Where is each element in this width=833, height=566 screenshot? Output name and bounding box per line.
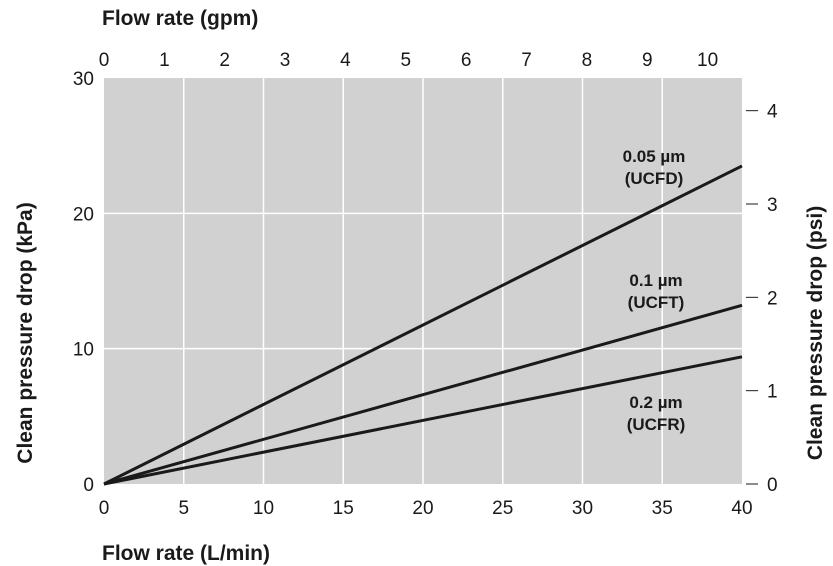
bottom-tick-label: 30 <box>572 498 593 519</box>
bottom-tick-label: 40 <box>731 498 752 519</box>
series-label-line1: 0.05 µm <box>623 147 686 166</box>
top-tick-label: 9 <box>642 50 653 71</box>
top-tick-label: 3 <box>280 50 291 71</box>
bottom-tick-label: 5 <box>178 498 189 519</box>
top-axis-title: Flow rate (gpm) <box>102 7 258 30</box>
left-axis-ticks: 0 10 20 30 <box>73 69 94 496</box>
bottom-tick-label: 0 <box>99 498 110 519</box>
bottom-tick-label: 10 <box>253 498 274 519</box>
series-label-line2: (UCFR) <box>627 415 686 434</box>
series-label-line2: (UCFT) <box>628 293 685 312</box>
right-tick-label: 4 <box>767 102 778 123</box>
top-tick-label: 1 <box>159 50 170 71</box>
top-tick-label: 5 <box>401 50 412 71</box>
series-line <box>103 303 743 486</box>
bottom-tick-label: 15 <box>333 498 354 519</box>
series-label-line1: 0.2 µm <box>629 393 682 412</box>
right-tick-label: 3 <box>767 195 778 216</box>
series-line <box>103 164 743 486</box>
top-tick-label: 4 <box>340 50 351 71</box>
top-tick-label: 6 <box>461 50 472 71</box>
series-label-line1: 0.1 µm <box>629 271 682 290</box>
top-tick-label: 0 <box>99 50 110 71</box>
right-tick-label: 2 <box>767 288 778 309</box>
bottom-tick-label: 20 <box>412 498 433 519</box>
top-tick-label: 7 <box>521 50 532 71</box>
top-tick-label: 10 <box>697 50 718 71</box>
bottom-axis-ticks: 0 5 10 15 20 25 30 35 40 <box>99 498 753 519</box>
right-tick-label: 1 <box>767 382 778 403</box>
series-label-line2: (UCFD) <box>625 169 684 188</box>
right-axis-title: Clean pressure drop (psi) <box>804 206 827 460</box>
right-tick-label: 0 <box>767 475 778 496</box>
top-axis-ticks: 0 1 2 3 4 5 6 7 8 9 10 <box>99 50 718 71</box>
series-lines <box>103 164 743 486</box>
series-labels: 0.05 µm (UCFD) 0.1 µm (UCFT) 0.2 µm (UCFR) <box>623 147 686 434</box>
bottom-axis-title: Flow rate (L/min) <box>102 542 270 565</box>
grid-lines <box>104 78 742 484</box>
left-tick-label: 10 <box>73 340 94 361</box>
right-axis-ticks: 0 1 2 3 4 <box>746 102 778 496</box>
left-axis-title: Clean pressure drop (kPa) <box>14 202 37 463</box>
left-tick-label: 30 <box>73 69 94 90</box>
left-tick-label: 0 <box>83 475 94 496</box>
top-tick-label: 8 <box>582 50 593 71</box>
bottom-tick-label: 35 <box>652 498 673 519</box>
series-line <box>103 355 743 486</box>
left-tick-label: 20 <box>73 204 94 225</box>
top-tick-label: 2 <box>219 50 230 71</box>
bottom-tick-label: 25 <box>492 498 513 519</box>
